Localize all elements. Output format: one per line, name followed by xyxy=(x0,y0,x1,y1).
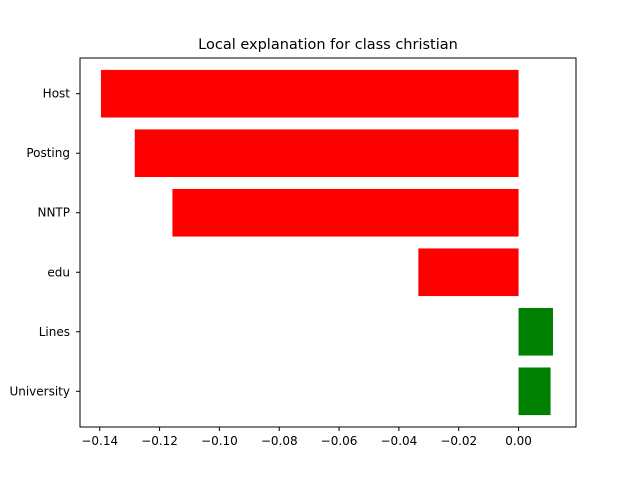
chart-title: Local explanation for class christian xyxy=(198,37,458,53)
plot-frame xyxy=(79,57,577,428)
bar-posting xyxy=(134,129,519,178)
bar-lines xyxy=(518,307,553,356)
x-tick-label: −0.04 xyxy=(381,434,418,448)
bar-edu xyxy=(418,248,519,297)
x-tick-label: 0.00 xyxy=(505,434,532,448)
bar-university xyxy=(518,367,551,416)
y-axis-ticks: Host Posting NNTP edu Lines University xyxy=(9,87,80,398)
y-tick-label: Posting xyxy=(26,146,70,160)
y-tick-label: NNTP xyxy=(37,206,70,220)
bars-group xyxy=(100,69,553,416)
y-tick-label: Host xyxy=(43,87,71,101)
x-tick-label: −0.06 xyxy=(321,434,358,448)
bar-host xyxy=(100,69,519,118)
x-tick-label: −0.14 xyxy=(81,434,118,448)
x-axis-ticks: −0.14 −0.12 −0.10 −0.08 −0.06 −0.04 −0.02 0.00 xyxy=(81,427,532,448)
x-tick-label: −0.08 xyxy=(261,434,298,448)
x-tick-label: −0.12 xyxy=(141,434,178,448)
x-tick-label: −0.02 xyxy=(440,434,477,448)
y-tick-label: edu xyxy=(47,265,70,279)
x-tick-label: −0.10 xyxy=(201,434,238,448)
y-tick-label: Lines xyxy=(39,325,70,339)
y-tick-label: University xyxy=(9,384,70,398)
bar-nntp xyxy=(172,188,519,237)
